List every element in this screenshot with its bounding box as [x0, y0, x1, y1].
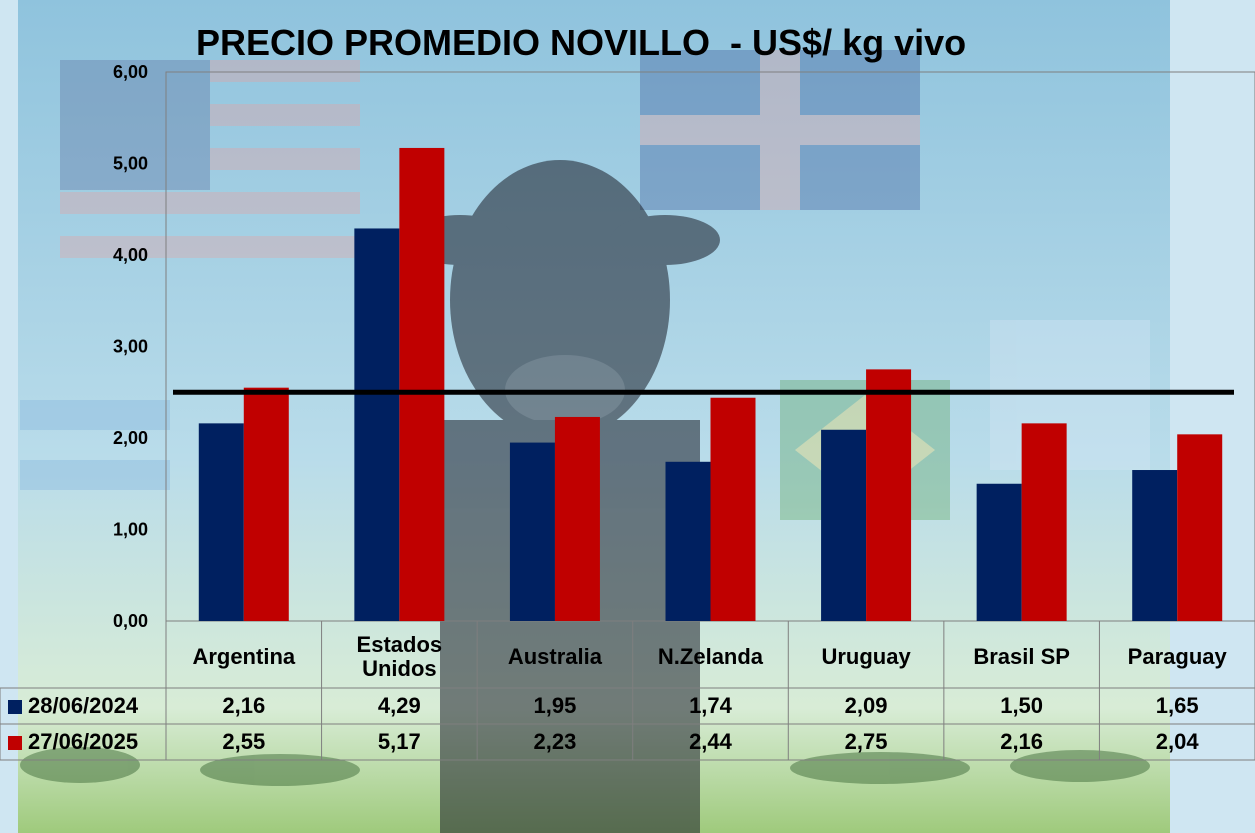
- bar-series2: [710, 397, 756, 621]
- x-category-label: Paraguay: [1099, 643, 1255, 669]
- legend-label: 27/06/2025: [28, 729, 139, 754]
- y-tick-label: 4,00: [113, 245, 148, 265]
- bar-series1: [509, 442, 555, 621]
- bar-series2: [866, 369, 912, 621]
- y-tick-label: 3,00: [113, 337, 148, 357]
- y-tick-label: 2,00: [113, 428, 148, 448]
- bar-series1: [198, 423, 244, 621]
- y-tick-label: 1,00: [113, 520, 148, 540]
- x-category-label-line: N.Zelanda: [657, 643, 764, 669]
- data-table-value: 2,16: [1000, 729, 1044, 754]
- data-table-value: 2,23: [533, 729, 577, 754]
- x-category-label: Uruguay: [788, 643, 944, 669]
- y-tick-label: 6,00: [113, 62, 148, 82]
- bar-series1: [1132, 470, 1178, 621]
- data-table-value: 1,95: [533, 693, 577, 718]
- data-table-value: 2,09: [844, 693, 888, 718]
- data-table-value: 1,74: [689, 693, 732, 718]
- legend-entry: 28/06/2024: [0, 688, 166, 724]
- bar-series2: [243, 387, 289, 621]
- x-category-label-line: Estados: [356, 631, 443, 657]
- x-category-label-line: Unidos: [362, 655, 437, 681]
- x-category-label: Argentina: [166, 643, 322, 669]
- data-table-value: 4,29: [377, 693, 421, 718]
- x-category-label: Australia: [477, 643, 633, 669]
- data-table-value: 2,16: [222, 693, 266, 718]
- bar-series1: [976, 483, 1022, 621]
- legend-label: 28/06/2024: [28, 693, 139, 718]
- x-category-label: N.Zelanda: [633, 643, 789, 669]
- chart-title: PRECIO PROMEDIO NOVILLO - US$/ kg vivo: [196, 22, 967, 63]
- x-category-label-line: Paraguay: [1127, 643, 1227, 669]
- bar-series2: [554, 416, 600, 621]
- data-table-value: 2,04: [1155, 729, 1199, 754]
- legend-swatch: [8, 700, 22, 714]
- x-category-label: Estados Unidos: [322, 631, 478, 681]
- y-tick-label: 0,00: [113, 611, 148, 631]
- legend-entry: 27/06/2025: [0, 724, 166, 760]
- data-table-value: 5,17: [377, 729, 421, 754]
- legend-swatch: [8, 736, 22, 750]
- x-category-label-line: Uruguay: [821, 643, 911, 669]
- data-table-value: 2,44: [689, 729, 732, 754]
- y-tick-label: 5,00: [113, 154, 148, 174]
- x-category-label-line: Brasil SP: [973, 643, 1070, 669]
- bar-series1: [354, 228, 400, 621]
- bar-series1: [821, 429, 867, 621]
- bar-series2: [399, 147, 445, 621]
- x-category-label-line: Australia: [507, 643, 602, 669]
- data-table-value: 2,75: [844, 729, 888, 754]
- data-table-value: 2,55: [222, 729, 266, 754]
- bar-series2: [1021, 423, 1067, 621]
- x-category-label-line: Argentina: [192, 643, 296, 669]
- bar-series1: [665, 461, 711, 621]
- bar-series2: [1177, 434, 1223, 621]
- x-category-label: Brasil SP: [944, 643, 1100, 669]
- data-table-value: 1,50: [1000, 693, 1044, 718]
- data-table-value: 1,65: [1155, 693, 1199, 718]
